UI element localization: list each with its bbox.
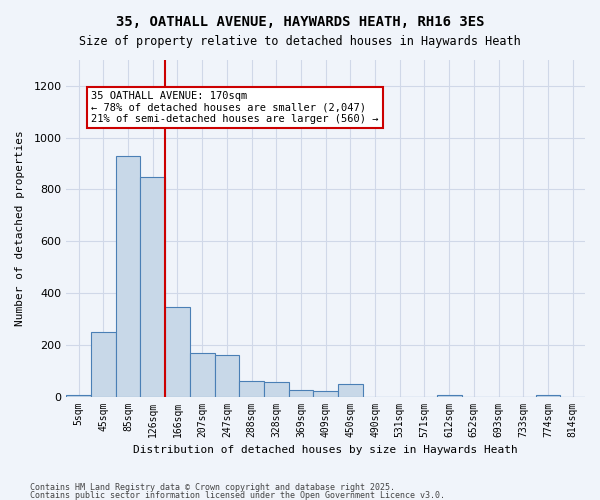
- Y-axis label: Number of detached properties: Number of detached properties: [15, 130, 25, 326]
- Bar: [140, 177, 165, 396]
- Bar: [338, 384, 363, 396]
- Bar: [116, 156, 140, 396]
- Bar: [91, 332, 116, 396]
- Bar: [289, 390, 313, 396]
- Bar: [190, 354, 215, 397]
- Text: Size of property relative to detached houses in Haywards Heath: Size of property relative to detached ho…: [79, 35, 521, 48]
- Bar: [165, 307, 190, 396]
- Bar: [215, 354, 239, 397]
- Bar: [264, 382, 289, 396]
- Bar: [239, 381, 264, 396]
- Text: Contains public sector information licensed under the Open Government Licence v3: Contains public sector information licen…: [30, 490, 445, 500]
- Bar: [313, 391, 338, 396]
- Text: 35, OATHALL AVENUE, HAYWARDS HEATH, RH16 3ES: 35, OATHALL AVENUE, HAYWARDS HEATH, RH16…: [116, 15, 484, 29]
- X-axis label: Distribution of detached houses by size in Haywards Heath: Distribution of detached houses by size …: [133, 445, 518, 455]
- Text: Contains HM Land Registry data © Crown copyright and database right 2025.: Contains HM Land Registry data © Crown c…: [30, 483, 395, 492]
- Text: 35 OATHALL AVENUE: 170sqm
← 78% of detached houses are smaller (2,047)
21% of se: 35 OATHALL AVENUE: 170sqm ← 78% of detac…: [91, 91, 379, 124]
